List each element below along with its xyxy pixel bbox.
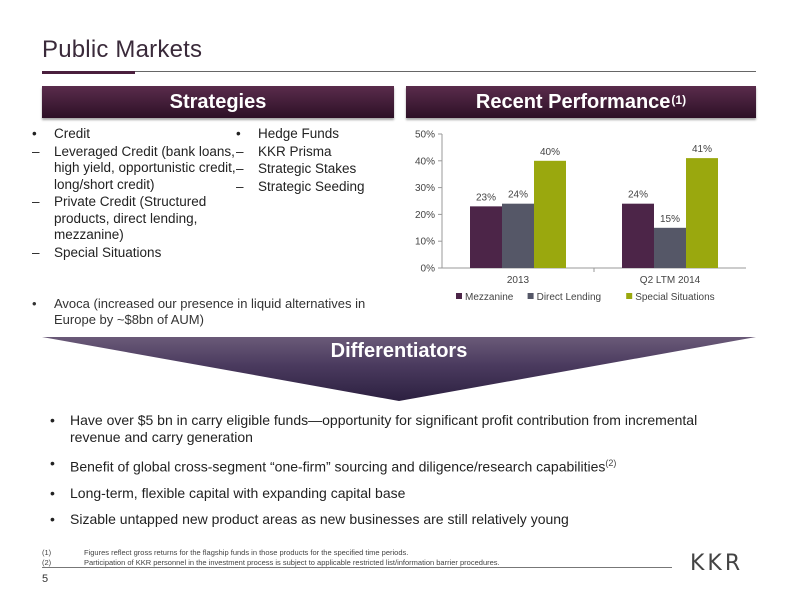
bar-mezzanine (470, 206, 502, 268)
bullet-mark: • (50, 510, 55, 527)
bullet-mark: • (32, 296, 37, 311)
data-label: 40% (540, 147, 560, 158)
list-item-text: Leveraged Credit (bank loans, high yield… (54, 143, 236, 192)
list-item-text: Hedge Funds (258, 126, 340, 141)
differentiators-heading: Differentiators (330, 340, 468, 362)
differentiators-list: • Have over $5 bn in carry eligible funds… (46, 412, 746, 537)
list-item: – Private Credit (Structured products, di… (30, 194, 236, 244)
list-item: • Benefit of global cross-segment “one-fi… (46, 455, 746, 476)
list-item-text: Long-term, flexible capital with expandi… (70, 484, 406, 501)
data-label: 41% (692, 144, 712, 155)
strategies-credit-list: • Credit – Leveraged Credit (bank loans, h… (30, 126, 236, 262)
list-item: – KKR Prisma (234, 144, 394, 161)
list-item-text: Private Credit (Structured products, dir… (54, 194, 207, 242)
avoca-text: Avoca (increased our presence in liquid … (54, 296, 366, 327)
list-item: • Sizable untapped new product areas as n… (46, 511, 746, 528)
bullet-mark: – (236, 161, 244, 176)
footer-divider (42, 567, 672, 568)
list-item-text: Sizable untapped new product areas as ne… (70, 510, 569, 527)
bar-special-situations (534, 160, 566, 268)
legend-swatch (456, 293, 462, 299)
bullet-mark: • (32, 126, 37, 141)
list-item: • Long-term, flexible capital with expand… (46, 485, 746, 502)
list-item: – Strategic Stakes (234, 161, 394, 178)
data-label: 15% (660, 214, 680, 225)
y-tick-label: 30% (415, 183, 435, 194)
page-number: 5 (42, 573, 49, 585)
footnote-number: (1) (42, 548, 52, 557)
bullet-mark: • (50, 484, 55, 501)
bullet-mark: • (50, 455, 55, 471)
performance-footnote-ref: (1) (671, 93, 687, 107)
legend-swatch (527, 293, 534, 299)
title-accent-bar (42, 71, 135, 74)
bar-special-situations (686, 158, 718, 268)
list-item: – Leveraged Credit (bank loans, high yiel… (30, 144, 236, 194)
data-label: 24% (628, 190, 648, 201)
legend-label: Direct Lending (537, 292, 601, 303)
list-item: • Have over $5 bn in carry eligible funds… (46, 412, 746, 446)
bar-direct-lending (502, 203, 534, 268)
list-item-text: KKR Prisma (258, 143, 332, 159)
bar-direct-lending (654, 227, 686, 268)
data-label: 23% (476, 192, 496, 203)
bullet-mark: • (236, 126, 241, 141)
data-label: 24% (508, 190, 528, 201)
strategies-hedge-list: • Hedge Funds – KKR Prisma – Strategic Stak… (234, 126, 394, 196)
legend-label: Special Situations (635, 292, 715, 303)
x-tick-label: Q2 LTM 2014 (640, 275, 701, 286)
list-item-text: Strategic Seeding (258, 178, 365, 194)
chevron-shape (42, 337, 756, 401)
performance-heading: Recent Performance (475, 90, 671, 113)
footnote-ref: (2) (605, 458, 617, 468)
legend-label: Mezzanine (465, 292, 514, 303)
bullet-mark: – (32, 143, 40, 159)
bar-mezzanine (622, 203, 654, 268)
strategies-header: Strategies (42, 86, 394, 118)
bullet-mark: – (236, 178, 244, 194)
legend-swatch (626, 293, 633, 299)
x-tick-label: 2013 (507, 275, 530, 286)
title-divider (42, 71, 756, 72)
list-item-text: Credit (54, 126, 91, 141)
y-tick-label: 20% (415, 210, 435, 221)
differentiators-chevron (42, 337, 756, 401)
performance-chart: 0% 10% 20% 30% 40% 50% 23% 24% 40% 2013 24% 15% 41% Q… (415, 130, 746, 303)
footnote-text: Participation of KKR personnel in the in… (84, 558, 500, 567)
list-item: – Special Situations (30, 245, 236, 262)
y-tick-label: 40% (415, 156, 435, 167)
list-item-text: Special Situations (54, 244, 162, 260)
footnote-number: (2) (42, 558, 52, 567)
y-tick-label: 0% (421, 264, 436, 275)
avoca-note: • Avoca (increased our presence in liquid… (30, 296, 400, 328)
page-title: Public Markets (42, 36, 203, 63)
bullet-mark: – (32, 194, 40, 209)
performance-header: Recent Performance (1) (406, 86, 756, 118)
footnote-text: Figures reflect gross returns for the fl… (84, 548, 409, 557)
y-tick-label: 10% (415, 237, 435, 248)
bullet-mark: • (50, 412, 55, 428)
y-tick-label: 50% (415, 130, 435, 141)
list-item: • Credit (30, 126, 236, 143)
bullet-mark: – (32, 244, 40, 260)
list-item-text: Have over $5 bn in carry eligible funds—… (70, 412, 698, 445)
list-item: • Hedge Funds (234, 126, 394, 143)
list-item: – Strategic Seeding (234, 179, 394, 196)
list-item-text: Benefit of global cross-segment “one-fir… (70, 458, 606, 475)
strategies-heading: Strategies (169, 90, 267, 113)
kkr-logo: KKR (690, 551, 744, 576)
list-item-text: Strategic Stakes (258, 161, 357, 176)
bullet-mark: – (236, 143, 244, 159)
